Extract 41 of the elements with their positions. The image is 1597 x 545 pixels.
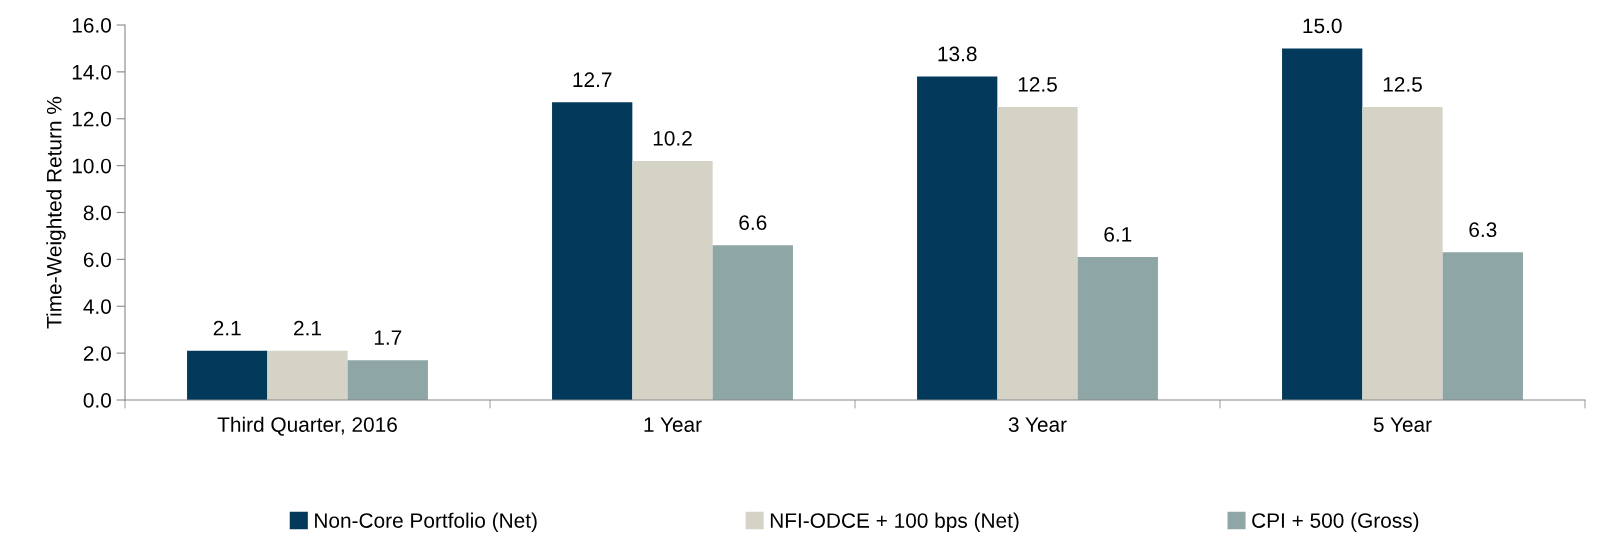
data-label: 2.1 — [213, 320, 241, 336]
y-tick-label: 0.0 — [83, 393, 111, 408]
bar — [347, 360, 428, 400]
legend-label: NFI-ODCE + 100 bps (Net) — [770, 512, 1019, 533]
y-tick-label: 10.0 — [72, 158, 111, 174]
y-tick-label: 16.0 — [72, 18, 111, 33]
bar — [267, 350, 348, 400]
x-tick-label: 3 Year — [1008, 417, 1067, 432]
bar — [1442, 252, 1523, 400]
y-tick-label: 12.0 — [72, 111, 111, 127]
data-label: 6.6 — [739, 215, 767, 231]
legend-label: CPI + 500 (Gross) — [1252, 512, 1419, 533]
bar — [1077, 257, 1158, 400]
bar — [1282, 48, 1363, 400]
y-tick-label: 4.0 — [83, 299, 111, 314]
legend-label: Non-Core Portfolio (Net) — [315, 512, 537, 533]
bar — [187, 350, 268, 400]
x-tick-label: 5 Year — [1373, 417, 1432, 432]
data-label: 10.2 — [653, 130, 692, 146]
bar — [712, 245, 793, 400]
data-label: 12.5 — [1018, 77, 1057, 92]
y-tick-label: 8.0 — [83, 205, 111, 221]
x-tick-label: 1 Year — [644, 417, 702, 432]
data-label: 12.5 — [1383, 77, 1422, 92]
bar — [917, 76, 998, 400]
data-label: 6.3 — [1469, 222, 1497, 238]
bar — [1362, 107, 1443, 400]
data-label: 2.1 — [294, 320, 321, 336]
data-label: 6.1 — [1104, 227, 1132, 242]
data-label: 13.8 — [938, 46, 977, 62]
x-tick-label: Third Quarter, 2016 — [217, 416, 397, 436]
bar — [997, 107, 1078, 400]
y-tick-label: 6.0 — [83, 252, 111, 268]
y-tick-label: 2.0 — [83, 346, 111, 361]
bar — [552, 102, 633, 400]
data-label: 15.0 — [1303, 18, 1342, 34]
y-tick-label: 14.0 — [72, 64, 111, 80]
y-axis-title: Time-Weighted Return % — [46, 96, 66, 329]
data-label: 12.7 — [573, 72, 612, 87]
bar — [632, 160, 713, 400]
data-label: 1.7 — [374, 330, 402, 345]
